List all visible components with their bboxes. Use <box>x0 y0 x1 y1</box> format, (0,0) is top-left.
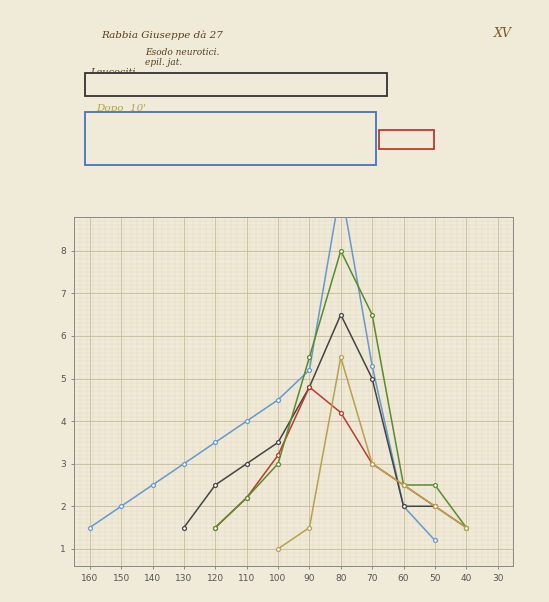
Text: 13,500: 13,500 <box>228 118 264 127</box>
Text: Prima: Prima <box>107 80 141 90</box>
Text: Esodo neurotici.: Esodo neurotici. <box>145 48 220 57</box>
Text: XV: XV <box>494 27 512 40</box>
Text: epil. jat.: epil. jat. <box>145 58 183 67</box>
Text: Dopo  40': Dopo 40' <box>102 135 152 144</box>
Text: Dopo  50': Dopo 50' <box>102 152 152 161</box>
Text: Dopo  10': Dopo 10' <box>96 104 146 113</box>
Text: 10,500: 10,500 <box>239 80 278 90</box>
Text: Dopo  20': Dopo 20' <box>102 118 152 127</box>
Text: 15,000: 15,000 <box>228 135 264 144</box>
Text: Rabbia Giuseppe dà 27: Rabbia Giuseppe dà 27 <box>102 30 223 40</box>
Text: Leucociti: Leucociti <box>91 68 136 77</box>
Text: 12,000: 12,000 <box>228 152 264 161</box>
